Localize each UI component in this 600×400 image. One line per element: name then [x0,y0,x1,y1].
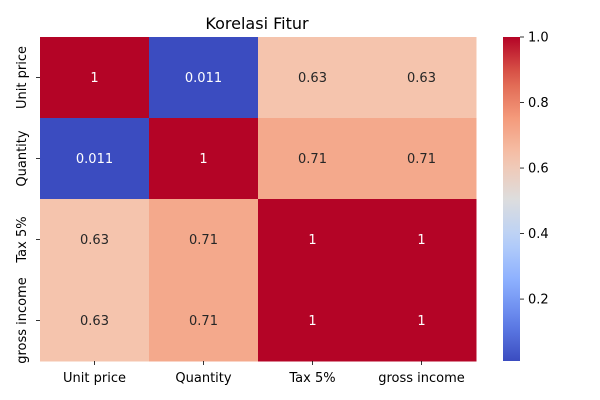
heatmap-cell [40,37,150,119]
cell-label: 0.71 [407,152,436,167]
x-tick-label: Quantity [175,371,231,386]
chart-title: Korelasi Fitur [205,14,309,33]
cell-label: 0.71 [189,314,218,329]
x-tick-label: Tax 5% [288,371,335,386]
cell-label: 0.71 [298,152,327,167]
colorbar: 0.2 0.4 0.6 0.8 1.0 [503,31,549,361]
cell-label: 1 [199,152,207,167]
cell-label: 1 [308,314,316,329]
cell-label: 1 [90,71,98,86]
heatmap-cell [40,118,150,200]
heatmap-cell [149,118,259,200]
heatmap-cell [40,199,150,281]
heatmap-cell [149,280,259,362]
heatmap-cell [258,118,368,200]
heatmap-cells: 1 0.011 0.63 0.63 0.011 1 0.71 0.71 0.63 0.71 1 1 0.… [40,37,477,362]
colorbar-tick-label: 1.0 [528,31,549,46]
colorbar-tick-label: 0.8 [528,96,549,111]
cell-label: 0.63 [80,314,109,329]
cell-label: 0.63 [407,71,436,86]
x-axis: Unit price Quantity Tax 5% gross income [63,361,465,386]
heatmap-cell [40,280,150,362]
colorbar-gradient [503,37,520,361]
x-tick-label: Unit price [63,371,126,386]
heatmap-cell [367,118,477,200]
cell-label: 0.011 [185,71,222,86]
cell-label: 1 [308,233,316,248]
colorbar-tick-label: 0.4 [528,227,549,242]
heatmap-cell [149,37,259,119]
heatmap-cell [258,199,368,281]
x-tick-label: gross income [378,371,465,386]
cell-label: 1 [417,233,425,248]
cell-label: 0.011 [76,152,113,167]
cell-label: 0.63 [80,233,109,248]
y-tick-label: Quantity [15,130,30,186]
heatmap-cell [149,199,259,281]
colorbar-tick-label: 0.6 [528,162,549,177]
cell-label: 1 [417,314,425,329]
y-tick-label: Unit price [15,46,30,109]
y-axis: Unit price Quantity Tax 5% gross income [15,46,40,364]
y-tick-label: gross income [15,277,30,364]
heatmap-cell [258,37,368,119]
heatmap-cell [367,280,477,362]
cell-label: 0.71 [189,233,218,248]
heatmap-cell [367,199,477,281]
heatmap-cell [258,280,368,362]
heatmap-cell [367,37,477,119]
cell-label: 0.63 [298,71,327,86]
colorbar-tick-label: 0.2 [528,293,549,308]
y-tick-label: Tax 5% [15,216,30,263]
